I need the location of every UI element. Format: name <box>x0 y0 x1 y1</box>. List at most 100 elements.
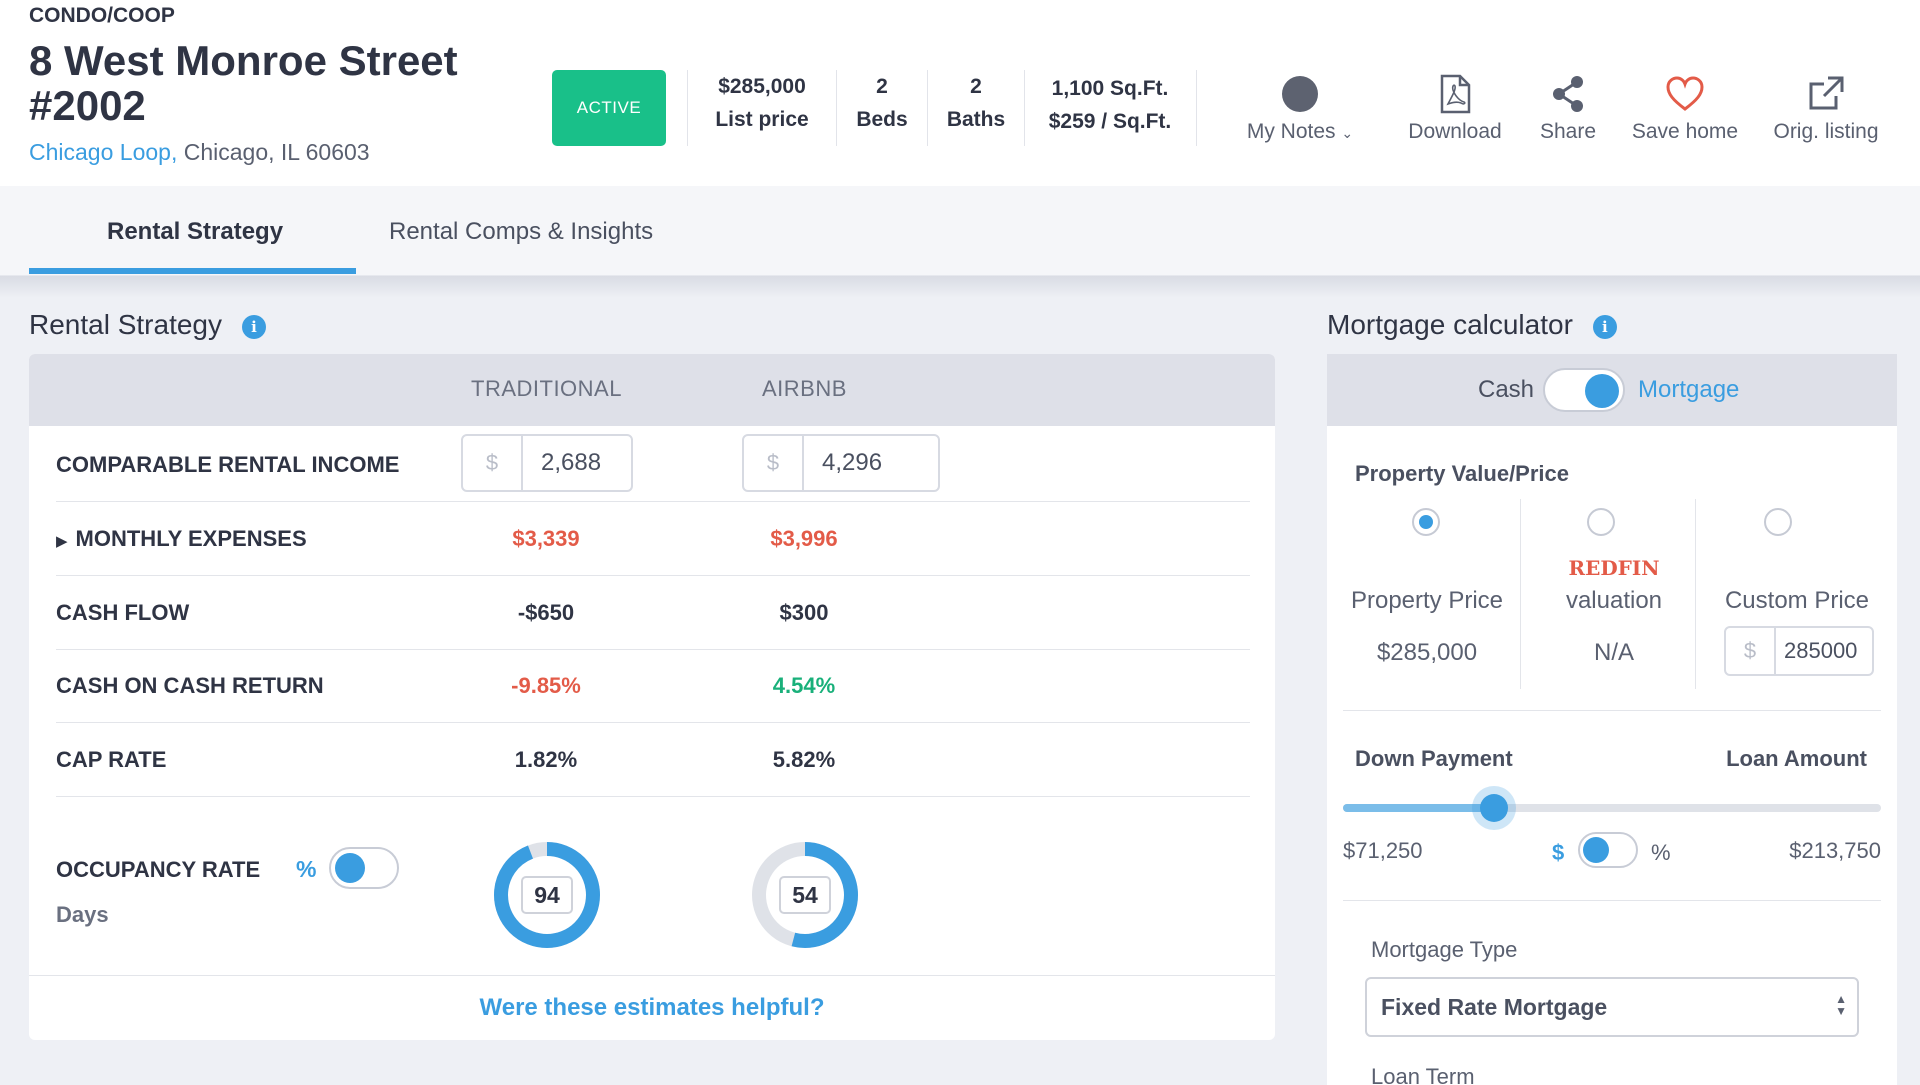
divider <box>836 70 837 146</box>
income-traditional-input[interactable]: $ 2,688 <box>461 434 633 492</box>
rental-strategy-panel: TRADITIONAL AIRBNB COMPARABLE RENTAL INC… <box>29 354 1275 1040</box>
down-payment-label: Down Payment <box>1355 746 1513 771</box>
cashflow-traditional: -$650 <box>517 600 575 625</box>
property-price-radio[interactable] <box>1412 508 1440 536</box>
my-notes-label: My Notes <box>1246 120 1336 143</box>
currency-symbol: $ <box>463 436 523 490</box>
expenses-traditional: $3,339 <box>512 526 580 551</box>
active-tab-indicator <box>29 268 356 274</box>
mortgage-calculator-title: Mortgage calculator i <box>1327 309 1617 341</box>
save-home-label: Save home <box>1631 120 1739 143</box>
tab-shadow <box>0 276 1920 298</box>
row-divider <box>56 796 1250 797</box>
toggle-knob <box>335 853 365 883</box>
toggle-knob <box>1583 837 1609 863</box>
divider <box>927 70 928 146</box>
pdf-file-icon <box>1400 74 1510 114</box>
property-price-value: $285,000 <box>1376 639 1478 666</box>
occupancy-airbnb-donut <box>752 842 858 948</box>
loan-amount-label: Loan Amount <box>1726 746 1867 771</box>
estimates-helpful-link[interactable]: Were these estimates helpful? <box>479 994 825 1021</box>
mortgage-type-select[interactable]: Fixed Rate Mortgage ▲ ▼ <box>1365 977 1859 1037</box>
option-divider <box>1520 499 1521 689</box>
expenses-row-toggle[interactable]: ▶ MONTHLY EXPENSES <box>56 526 307 552</box>
list-price-label: List price <box>715 108 809 131</box>
cash-mortgage-toggle[interactable] <box>1543 368 1625 412</box>
custom-price-input[interactable]: $ 285000 <box>1724 626 1874 676</box>
option-divider <box>1695 499 1696 689</box>
listing-header: CONDO/COOP 8 West Monroe Street #2002 Ch… <box>0 0 1920 186</box>
divider <box>1024 70 1025 146</box>
property-price-label: Property Price <box>1350 587 1504 614</box>
tab-bar: Rental Strategy Rental Comps & Insights <box>0 186 1920 276</box>
row-divider <box>29 975 1275 976</box>
sqft-value: 1,100 Sq.Ft. <box>1051 77 1169 100</box>
occupancy-traditional-input[interactable]: 94 <box>521 876 573 914</box>
external-link-icon <box>1768 74 1884 114</box>
income-airbnb-input[interactable]: $ 4,296 <box>742 434 940 492</box>
slider-handle[interactable] <box>1479 794 1508 822</box>
redfin-logo: REDFIN <box>1568 556 1660 580</box>
divider <box>1196 70 1197 146</box>
custom-price-radio[interactable] <box>1764 508 1792 536</box>
share-label: Share <box>1539 120 1597 143</box>
redfin-valuation-label: valuation <box>1565 587 1663 614</box>
redfin-valuation-radio[interactable] <box>1587 508 1615 536</box>
donut-fill <box>494 842 600 948</box>
tab-rental-strategy[interactable]: Rental Strategy <box>107 218 284 245</box>
cashflow-airbnb: $300 <box>779 600 829 625</box>
occupancy-airbnb-input[interactable]: 54 <box>779 876 831 914</box>
download-label: Download <box>1408 120 1502 143</box>
income-label: COMPARABLE RENTAL INCOME <box>56 452 400 477</box>
city-state-zip: Chicago, IL 60603 <box>183 139 370 165</box>
coc-airbnb: 4.54% <box>772 673 836 698</box>
redfin-valuation-value: N/A <box>1593 639 1634 666</box>
info-icon[interactable]: i <box>242 314 266 339</box>
col-airbnb: AIRBNB <box>762 376 847 401</box>
loan-amount-value: $213,750 <box>1789 838 1881 863</box>
occupancy-days-label: Days <box>56 902 109 927</box>
neighborhood-link[interactable]: Chicago Loop, <box>29 139 178 165</box>
mortgage-panel: Cash Mortgage Property Value/Price Prope… <box>1327 354 1897 1085</box>
expenses-airbnb: $3,996 <box>770 526 838 551</box>
down-payment-unit-toggle[interactable] <box>1578 832 1638 868</box>
section-divider <box>1343 710 1881 711</box>
row-divider <box>56 722 1250 723</box>
baths-value: 2 <box>970 75 982 98</box>
currency-symbol: $ <box>1726 628 1776 674</box>
my-notes-button[interactable]: My Notes ⌄ <box>1238 74 1362 144</box>
percent-mode-label[interactable]: % <box>1651 840 1671 865</box>
down-payment-slider[interactable] <box>1343 786 1881 830</box>
mortgage-calculator-title-text: Mortgage calculator <box>1327 309 1573 340</box>
orig-listing-link[interactable]: Orig. listing <box>1768 74 1884 144</box>
occupancy-label: OCCUPANCY RATE <box>56 857 261 882</box>
baths-stat: 2 Baths <box>930 70 1022 146</box>
section-divider <box>1343 900 1881 901</box>
download-button[interactable]: Download <box>1400 74 1510 144</box>
info-icon[interactable]: i <box>1592 314 1617 339</box>
cap-rate-traditional: 1.82% <box>514 747 578 772</box>
loan-term-label: Loan Term <box>1371 1064 1475 1085</box>
sqft-stat: 1,100 Sq.Ft. $259 / Sq.Ft. <box>1028 72 1192 148</box>
cap-rate-airbnb: 5.82% <box>772 747 836 772</box>
col-traditional: TRADITIONAL <box>471 376 622 401</box>
income-traditional-value: 2,688 <box>541 449 602 476</box>
property-address: 8 West Monroe Street #2002 <box>29 37 458 129</box>
tab-rental-comps[interactable]: Rental Comps & Insights <box>389 218 654 245</box>
occupancy-percent-label: % <box>296 856 317 882</box>
share-icon <box>1530 74 1606 114</box>
dollar-mode-label[interactable]: $ <box>1552 840 1565 865</box>
occupancy-unit-toggle[interactable] <box>329 847 399 889</box>
price-per-sqft: $259 / Sq.Ft. <box>1048 110 1172 133</box>
coc-label: CASH ON CASH RETURN <box>56 673 324 698</box>
cash-option[interactable]: Cash <box>1478 376 1535 403</box>
rental-strategy-title: Rental Strategy i <box>29 309 266 341</box>
share-button[interactable]: Share <box>1530 74 1606 144</box>
down-payment-value: $71,250 <box>1343 838 1423 863</box>
save-home-button[interactable]: Save home <box>1630 74 1740 144</box>
mortgage-option[interactable]: Mortgage <box>1638 376 1740 403</box>
baths-label: Baths <box>946 108 1006 131</box>
toggle-knob <box>1585 374 1619 408</box>
beds-label: Beds <box>856 108 908 131</box>
rental-strategy-title-text: Rental Strategy <box>29 309 222 340</box>
